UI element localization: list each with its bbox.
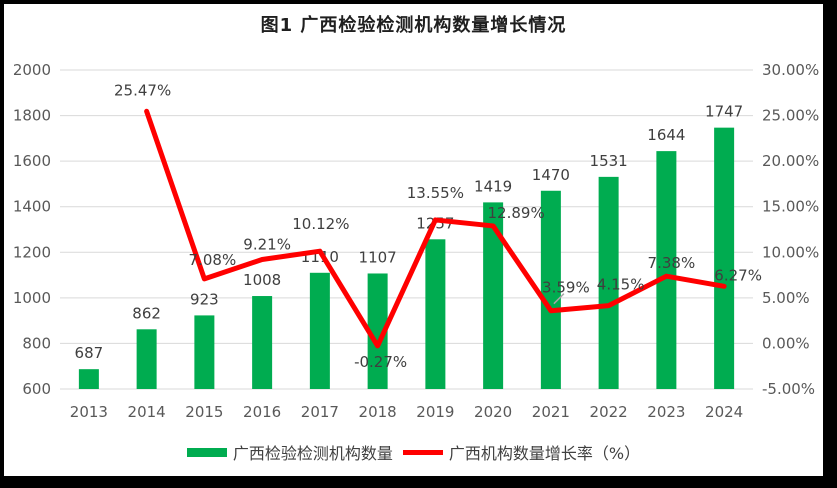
bar-value-label: 1531: [590, 152, 628, 170]
bar: [367, 273, 388, 389]
bar: [598, 176, 619, 389]
line-value-label: 6.27%: [714, 266, 762, 284]
combo-chart: 600 800 1000 1200 1400 1600 1800 2000 -5.00% 0.00…: [13, 61, 819, 421]
left-axis-tick-label: 800: [22, 334, 51, 352]
line-value-label: 12.89%: [488, 204, 545, 222]
left-axis-ticks: 600 800 1000 1200 1400 1600 1800 2000: [13, 61, 51, 398]
line-value-label: 9.21%: [243, 235, 291, 253]
leader: [553, 293, 565, 305]
line-value-label: 7.38%: [648, 254, 696, 272]
line-value-label: 3.59%: [542, 279, 590, 297]
right-axis-tick-label: 10.00%: [762, 243, 819, 261]
x-axis-label: 2024: [705, 403, 743, 421]
bar-value-label: 1747: [705, 103, 743, 121]
bar-value-label: 1419: [474, 177, 512, 195]
legend-line-swatch-icon: [402, 449, 443, 455]
x-axis-labels: 2013 2014 2015 2016 2017 2018 2019 2020 2021 2022…: [70, 403, 743, 421]
bar: [309, 272, 330, 389]
x-axis-label: 2015: [185, 403, 223, 421]
line-value-label: 10.12%: [292, 215, 349, 233]
right-axis-tick-label: 15.00%: [762, 198, 819, 216]
legend-bar-label: 广西检验检测机构数量: [232, 444, 393, 463]
label-leader-line: [553, 293, 565, 305]
bar: [252, 296, 273, 389]
right-axis-ticks: -5.00% 0.00% 5.00% 10.00% 15.00% 20.00% 25.00%…: [762, 61, 819, 398]
line-value-labels: 25.47% 7.08% 9.21%10.12% -0.27% 13.55% 12.89%…: [114, 81, 762, 371]
x-axis-label: 2021: [532, 403, 570, 421]
legend-bar-swatch-icon: [186, 447, 227, 457]
line-value-label: -0.27%: [354, 353, 407, 371]
left-axis-tick-label: 600: [22, 380, 51, 398]
bar-value-label: 862: [132, 304, 161, 322]
line-value-label: 4.15%: [597, 276, 645, 294]
x-axis-label: 2018: [359, 403, 397, 421]
chart-panel: 图1 广西检验检测机构数量增长情况 600 800 1000 1200 1400 1600…: [4, 4, 823, 476]
bar: [136, 329, 157, 389]
left-axis-tick-label: 2000: [13, 61, 51, 79]
bar: [714, 127, 735, 389]
bar: [425, 239, 446, 389]
line-series: [144, 108, 727, 349]
x-axis-label: 2016: [243, 403, 281, 421]
bar-value-label: 1008: [243, 271, 281, 289]
bar-value-label: 1644: [647, 126, 685, 144]
line-value-label: 7.08%: [189, 251, 237, 269]
x-axis-label: 2013: [70, 403, 108, 421]
growth-rate-line: [144, 108, 727, 349]
bar: [194, 315, 215, 389]
x-axis-label: 2020: [474, 403, 512, 421]
line-value-label: 13.55%: [407, 184, 464, 202]
right-axis-tick-label: 30.00%: [762, 61, 819, 79]
left-axis-tick-label: 1600: [13, 152, 51, 170]
legend-line-label: 广西机构数量增长率（%）: [448, 444, 641, 463]
left-axis-tick-label: 1200: [13, 243, 51, 261]
right-axis-tick-label: 0.00%: [762, 334, 810, 352]
bar: [540, 190, 561, 389]
x-axis-label: 2014: [128, 403, 166, 421]
left-axis-tick-label: 1800: [13, 107, 51, 125]
x-axis-label: 2017: [301, 403, 339, 421]
bar: [78, 369, 99, 389]
left-axis-tick-label: 1000: [13, 289, 51, 307]
bar-value-label: 1470: [532, 166, 570, 184]
x-axis-label: 2022: [590, 403, 628, 421]
bar-value-label: 1107: [359, 248, 397, 266]
bar-series: [78, 127, 735, 389]
right-axis-tick-label: 5.00%: [762, 289, 810, 307]
right-axis-tick-label: 25.00%: [762, 107, 819, 125]
x-axis-label: 2023: [647, 403, 685, 421]
legend: 广西检验检测机构数量 广西机构数量增长率（%）: [4, 440, 823, 464]
right-axis-tick-label: -5.00%: [762, 380, 815, 398]
bar-value-label: 687: [75, 344, 104, 362]
x-axis-label: 2019: [416, 403, 454, 421]
right-axis-tick-label: 20.00%: [762, 152, 819, 170]
bar: [656, 151, 677, 389]
bar: [483, 202, 504, 389]
chart-title: 图1 广西检验检测机构数量增长情况: [260, 15, 567, 36]
line-value-label: 25.47%: [114, 81, 171, 99]
bar-value-label: 923: [190, 290, 219, 308]
left-axis-tick-label: 1400: [13, 198, 51, 216]
gridlines: [60, 69, 753, 390]
